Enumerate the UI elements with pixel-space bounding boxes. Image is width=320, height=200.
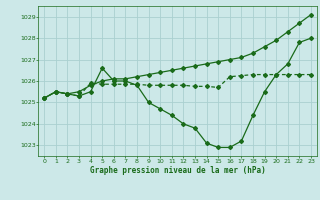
- X-axis label: Graphe pression niveau de la mer (hPa): Graphe pression niveau de la mer (hPa): [90, 166, 266, 175]
